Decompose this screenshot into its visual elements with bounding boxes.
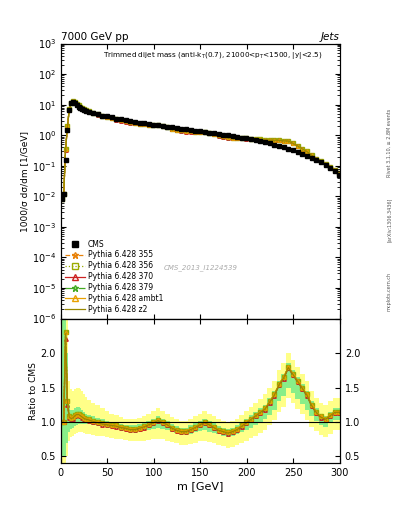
CMS [207,130,211,136]
CMS [332,168,337,175]
CMS [337,172,342,178]
Text: Trimmed dijet mass (anti-k$_\mathsf{T}$(0.7), 21000<p$_\mathsf{T}$<1500, |y|<2.5: Trimmed dijet mass (anti-k$_\mathsf{T}$(… [103,50,322,61]
CMS [132,119,137,125]
CMS [128,118,132,124]
Line: CMS: CMS [60,100,342,201]
Y-axis label: 1000/σ dσ/dm [1/GeV]: 1000/σ dσ/dm [1/GeV] [20,131,29,231]
Text: CMS_2013_I1224539: CMS_2013_I1224539 [163,264,237,271]
Text: Jets: Jets [321,32,340,42]
Text: Rivet 3.1.10, ≥ 2.8M events: Rivet 3.1.10, ≥ 2.8M events [387,109,392,178]
CMS [86,109,91,115]
CMS [59,196,64,202]
Legend: CMS, Pythia 6.428 355, Pythia 6.428 356, Pythia 6.428 370, Pythia 6.428 379, Pyt: CMS, Pythia 6.428 355, Pythia 6.428 356,… [63,237,165,316]
CMS [69,100,73,106]
Y-axis label: Ratio to CMS: Ratio to CMS [29,362,38,420]
X-axis label: m [GeV]: m [GeV] [177,481,224,491]
CMS [71,99,75,105]
Text: mcplots.cern.ch: mcplots.cern.ch [387,272,392,311]
Text: 7000 GeV pp: 7000 GeV pp [61,32,129,42]
Text: [arXiv:1306.3436]: [arXiv:1306.3436] [387,198,392,242]
